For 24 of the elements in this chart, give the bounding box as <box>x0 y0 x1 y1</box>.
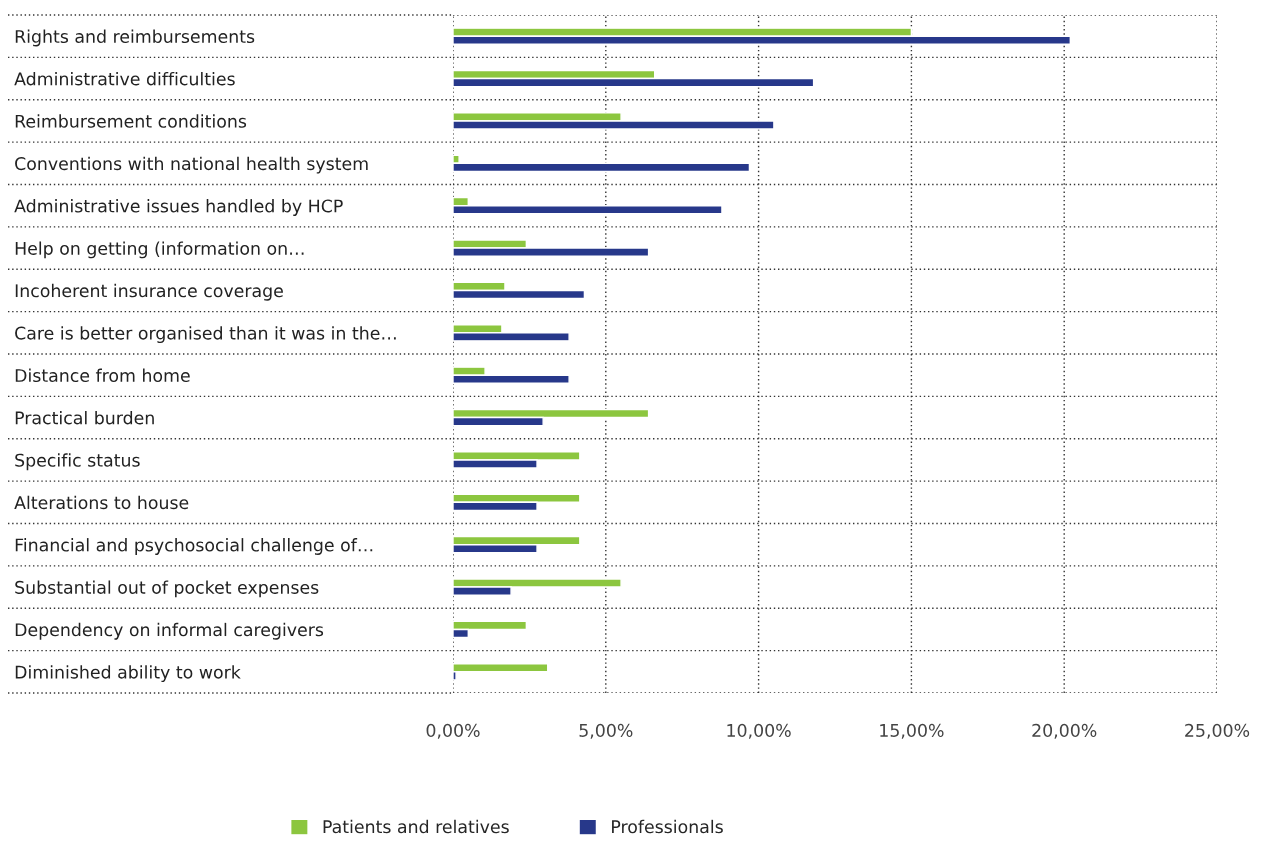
y-tick-label: Diminished ability to work <box>15 665 241 683</box>
x-tick-label: 0,00% <box>426 723 480 739</box>
y-tick-label: Specific status <box>15 453 140 471</box>
y-tick-label: Incoherent insurance coverage <box>15 283 283 301</box>
x-tick-label: 5,00% <box>579 723 633 739</box>
x-tick-label: 10,00% <box>727 723 791 739</box>
y-tick-label: Distance from home <box>15 368 190 383</box>
y-tick-label: Help on getting (information on… <box>15 241 304 259</box>
legend-label: Professionals <box>612 819 723 834</box>
y-tick-label: Conventions with national health system <box>15 156 368 174</box>
y-tick-label: Reimbursement conditions <box>15 114 247 128</box>
y-tick-label: Administrative difficulties <box>14 71 235 86</box>
y-tick-label: Alterations to house <box>14 495 189 510</box>
y-tick-label: Rights and reimbursements <box>15 29 255 47</box>
legend-label: Patients and relatives <box>323 819 509 834</box>
y-tick-label: Financial and psychosocial challenge of… <box>15 538 373 555</box>
y-tick-label: Practical burden <box>15 410 154 425</box>
x-tick-label: 25,00% <box>1185 723 1250 739</box>
y-tick-label: Dependency on informal caregivers <box>15 622 324 640</box>
y-tick-label: Care is better organised than it was in the… <box>15 326 396 344</box>
y-tick-label: Substantial out of pocket expenses <box>15 580 319 598</box>
x-tick-label: 20,00% <box>1032 723 1097 739</box>
x-tick-label: 15,00% <box>880 723 944 739</box>
y-tick-label: Administrative issues handled by HCP <box>14 199 343 216</box>
